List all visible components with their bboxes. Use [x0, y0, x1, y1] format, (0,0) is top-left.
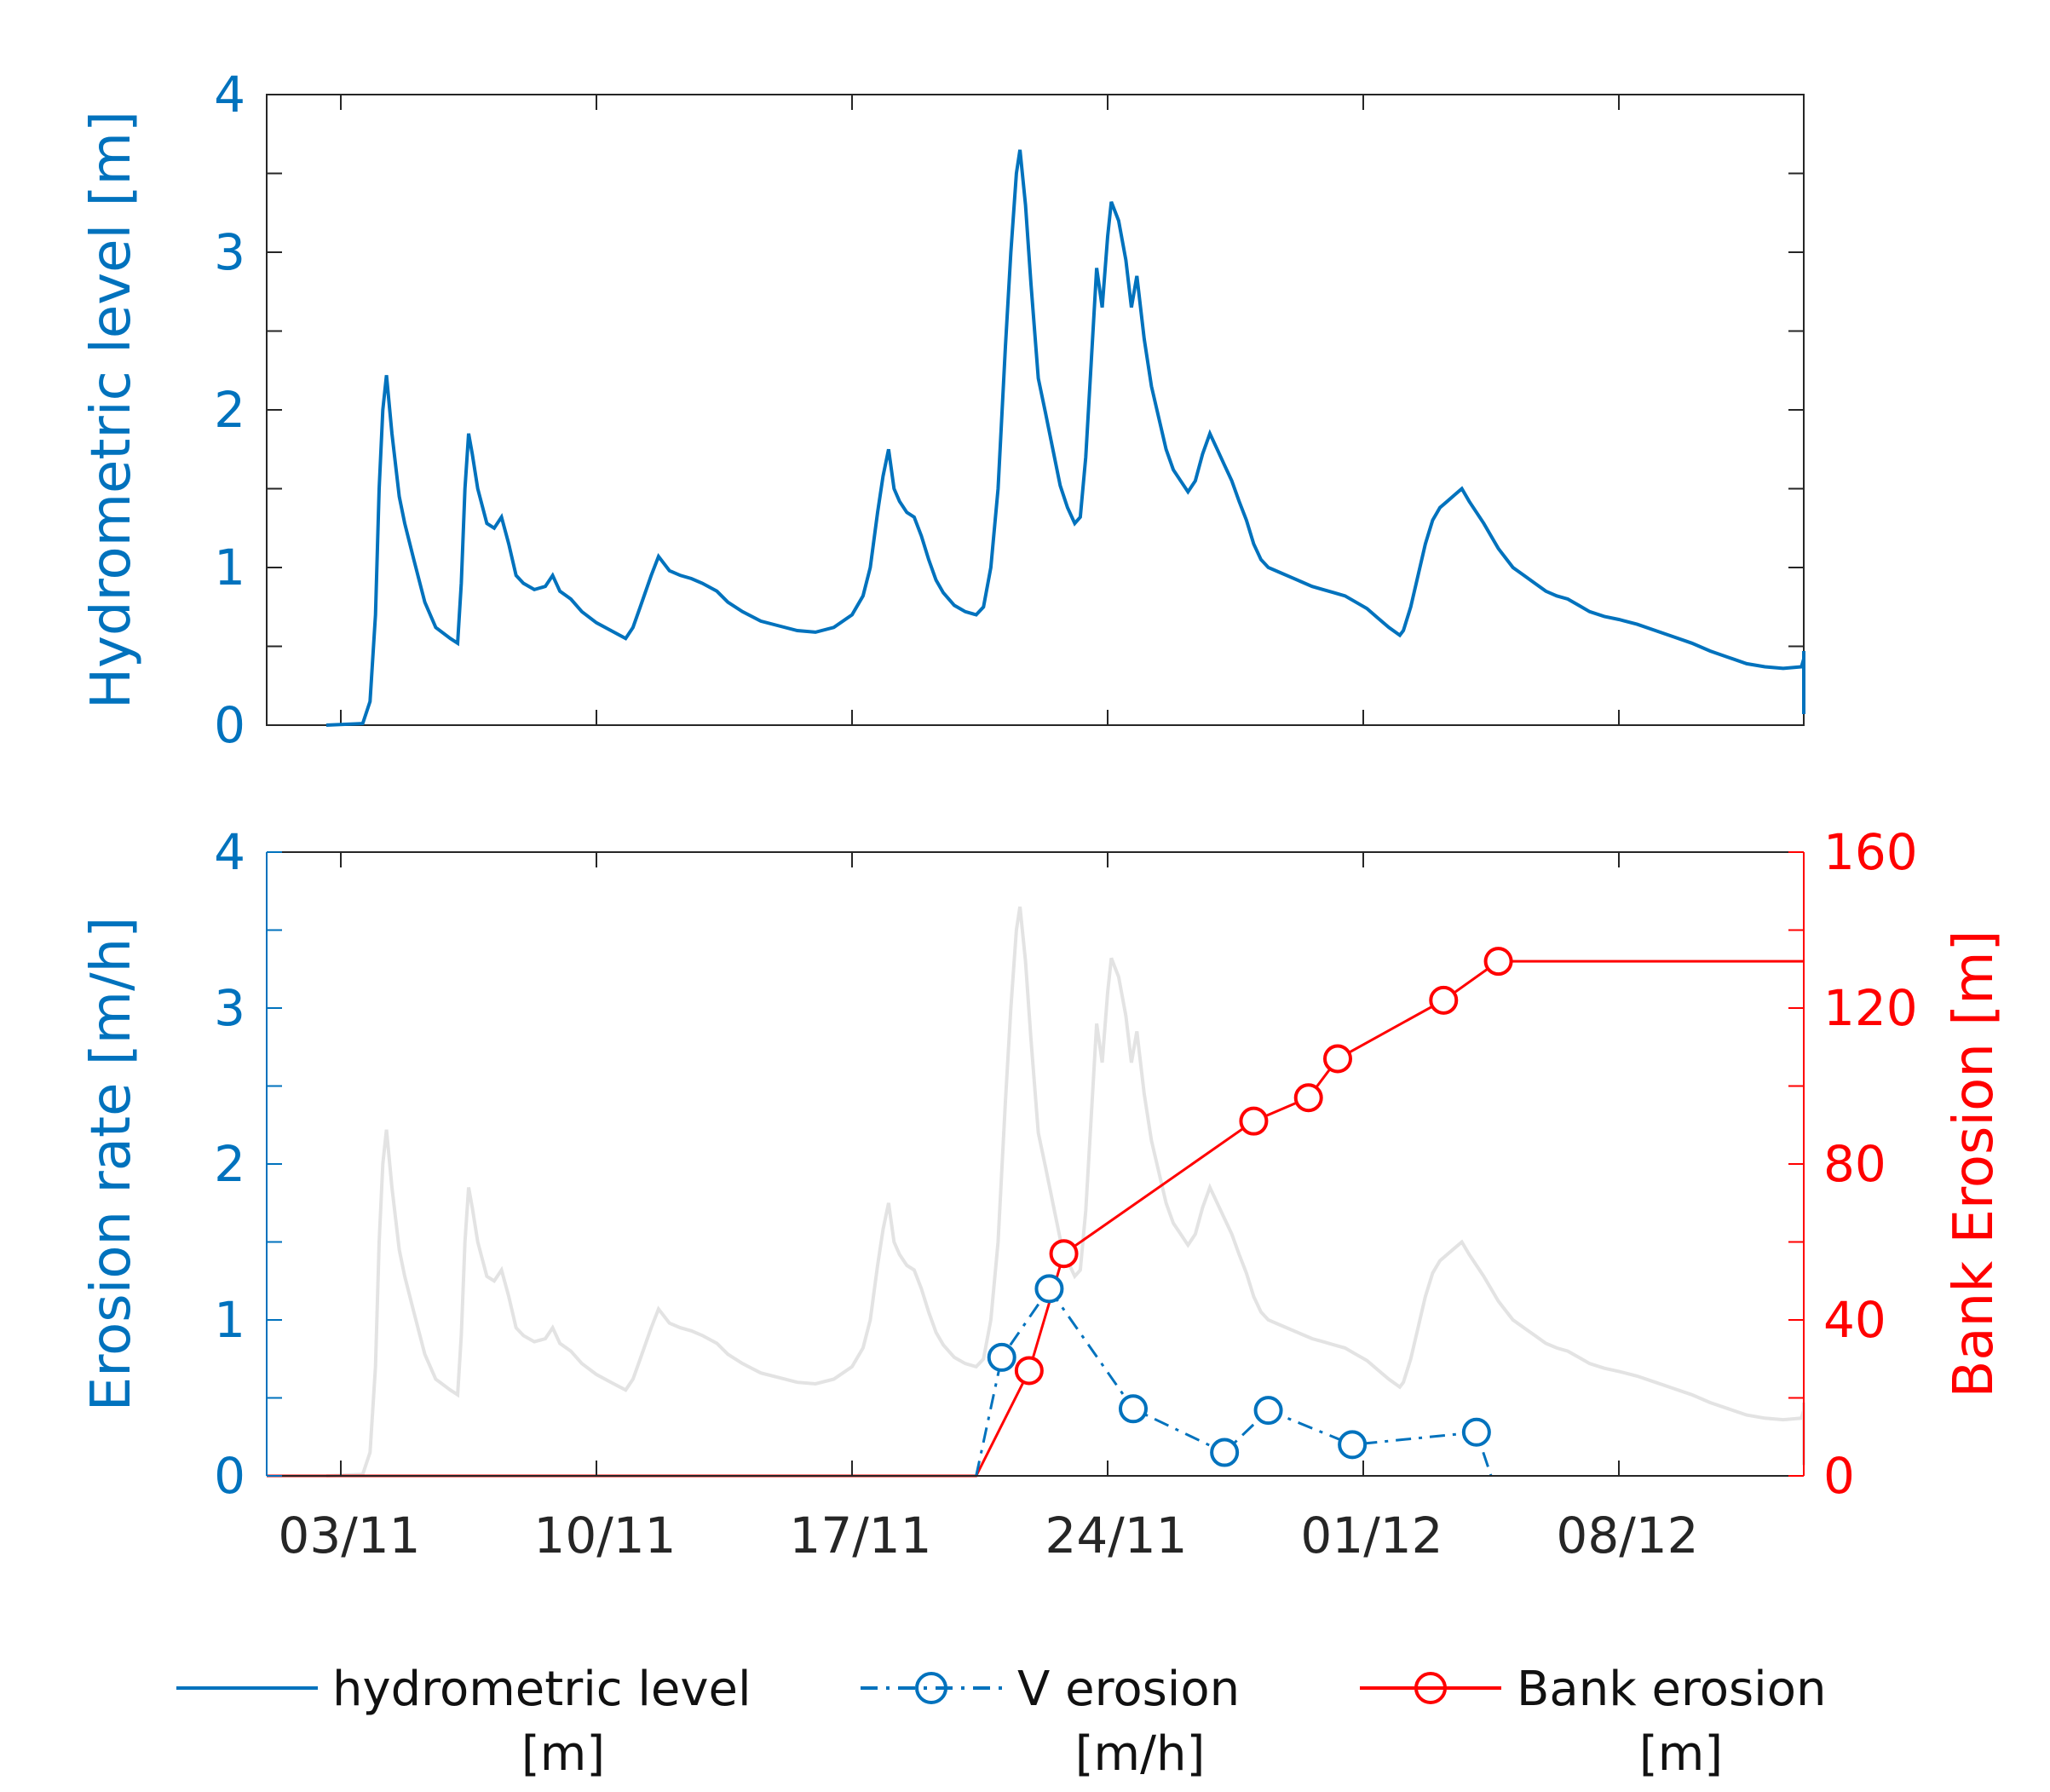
top-hydrometric-level-line [325, 149, 1805, 727]
bottom-y-tick-label: 3 [214, 979, 245, 1037]
top-y-tick-label: 0 [214, 696, 245, 754]
bottom-right-y-axis-label: Bank Erosion [m] [1943, 930, 2006, 1397]
bottom-x-tick-label: 01/12 [1300, 1507, 1442, 1564]
v-erosion-series [975, 1274, 1493, 1477]
bottom-x-tick-label: 10/11 [533, 1507, 676, 1564]
bottom-x-tick-labels: 03/11 10/11 17/11 24/11 01/12 08/12 [278, 1507, 1698, 1564]
bottom-right-y-tick-label: 80 [1823, 1135, 1886, 1193]
v-erosion-marker [1119, 1394, 1148, 1424]
bottom-right-y-tick-label: 0 [1823, 1447, 1855, 1505]
legend-bank-erosion-label-1: Bank erosion [1517, 1662, 1826, 1717]
legend-v-erosion-marker [915, 1672, 947, 1704]
bottom-y-tick-label: 0 [214, 1447, 245, 1505]
bottom-right-y-tick-label: 120 [1823, 979, 1918, 1037]
top-y-tick-label: 4 [214, 66, 245, 124]
bottom-right-y-tick-labels: 0 40 80 120 160 [1823, 823, 1918, 1505]
bottom-y-axis-label: Erosion rate [m/h] [80, 917, 143, 1411]
bottom-right-y-tick-label: 160 [1823, 823, 1918, 881]
top-y-tick-labels: 0 1 2 3 4 [214, 66, 245, 754]
bank-erosion-marker [1483, 947, 1513, 977]
bottom-y-tick-label: 4 [214, 823, 245, 881]
legend-v-erosion-label-1: V erosion [1017, 1662, 1240, 1717]
legend-bank-erosion-marker [1414, 1672, 1447, 1704]
bank-erosion-series [267, 947, 1804, 1478]
legend-hydrometric-label-1: hydrometric level [332, 1662, 751, 1717]
legend: hydrometric level [m] V erosion [m/h] Ba… [176, 1662, 1826, 1782]
legend-v-erosion-label-2: [m/h] [1075, 1726, 1206, 1782]
v-erosion-marker [987, 1342, 1016, 1372]
v-erosion-marker [1034, 1274, 1064, 1304]
bottom-x-tick-label: 17/11 [789, 1507, 931, 1564]
legend-item-v-erosion: V erosion [m/h] [861, 1662, 1240, 1782]
top-y-tick-label: 3 [214, 223, 245, 281]
legend-hydrometric-label-2: [m] [521, 1726, 605, 1782]
bottom-y-tick-label: 2 [214, 1135, 245, 1193]
top-y-tick-label: 2 [214, 381, 245, 439]
legend-item-bank-erosion: Bank erosion [m] [1360, 1662, 1826, 1782]
top-panel: 0 1 2 3 4 Hydrometric level [m] [80, 66, 1805, 754]
top-y-tick-label: 1 [214, 539, 245, 596]
bottom-left-y-tick-labels: 0 1 2 3 4 [214, 823, 245, 1505]
bottom-panel: 0 1 2 3 4 0 40 80 120 160 03/11 10/11 17/11 24/11 01… [80, 823, 2006, 1564]
bottom-x-tick-label: 08/12 [1556, 1507, 1698, 1564]
top-y-axis-label: Hydrometric level [m] [80, 111, 143, 709]
v-erosion-marker [1461, 1417, 1491, 1447]
bank-erosion-marker [1239, 1106, 1269, 1136]
bank-erosion-marker [1323, 1044, 1352, 1074]
bank-erosion-marker [1049, 1239, 1079, 1269]
bottom-background-hydrometric-line [325, 906, 1805, 1478]
legend-item-hydrometric-level: hydrometric level [m] [176, 1662, 751, 1782]
legend-bank-erosion-label-2: [m] [1639, 1726, 1723, 1782]
v-erosion-marker [1210, 1438, 1240, 1467]
bottom-axis-ticks [267, 851, 1804, 1477]
v-erosion-marker [1253, 1396, 1283, 1426]
top-plot-area [266, 94, 1805, 726]
bottom-right-y-tick-label: 40 [1823, 1291, 1886, 1349]
bank-erosion-marker [1293, 1083, 1323, 1113]
bottom-x-tick-label: 03/11 [278, 1507, 420, 1564]
bank-erosion-line [267, 959, 1804, 1478]
top-axis-ticks [267, 94, 1804, 726]
v-erosion-marker [1338, 1430, 1368, 1460]
bank-erosion-marker [1014, 1356, 1044, 1386]
bank-erosion-marker [1429, 985, 1459, 1015]
bottom-x-tick-label: 24/11 [1045, 1507, 1187, 1564]
bottom-y-tick-label: 1 [214, 1291, 245, 1349]
